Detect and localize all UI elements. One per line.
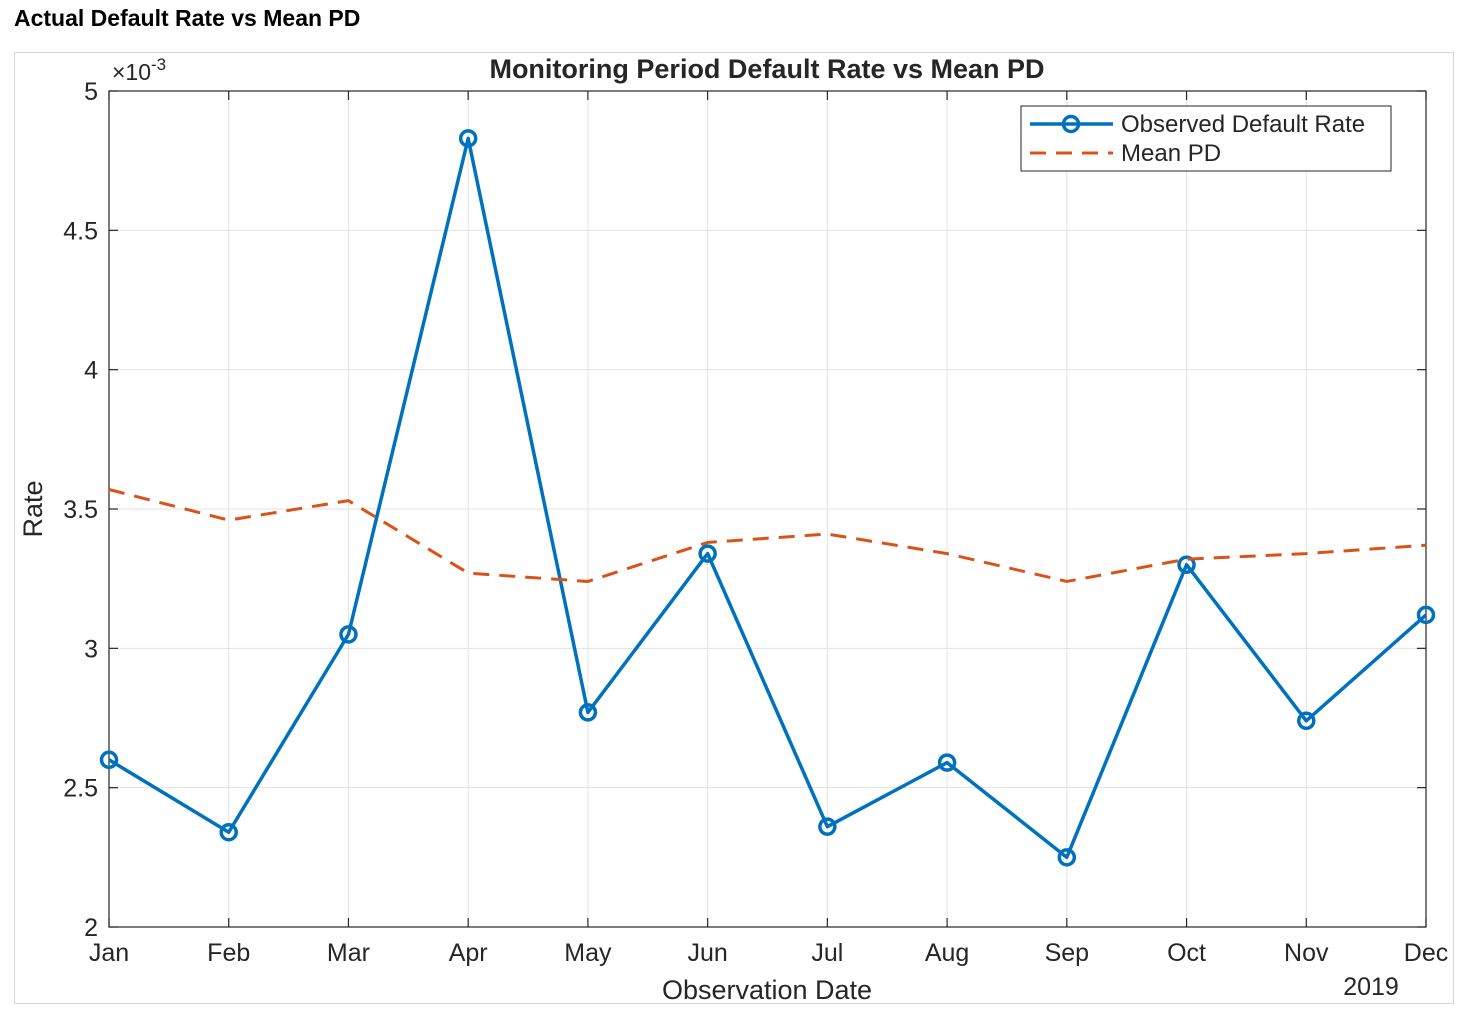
data-point-observed-default-rate [698,544,717,563]
chart-title: Monitoring Period Default Rate vs Mean P… [489,54,1044,84]
data-point-observed-default-rate [458,129,478,148]
x-tick-label: Mar [327,939,370,967]
labels: Monitoring Period Default Rate vs Mean P… [18,54,1399,1005]
x-tick-label: Jun [687,939,727,967]
x-tick-label: Jul [811,939,843,967]
x-tick-label: Aug [925,939,969,967]
y-tick-label: 4.5 [63,217,98,245]
data-point-observed-default-rate [339,625,358,644]
y-axis-label: Rate [18,480,48,537]
x-tick-label: Apr [449,939,488,967]
y-tick-label: 4 [84,357,98,385]
legend-marker-observed-default-rate [1061,114,1081,134]
series-line-mean-pd [108,488,1427,583]
x-tick-label: Dec [1404,939,1448,967]
y-axis-exponent: ×10-3 [112,55,166,85]
x-axis-year-label: 2019 [1343,973,1399,1001]
data-point-observed-default-rate [219,823,238,842]
x-tick-label: Jan [89,939,129,967]
y-tick-label: 2.5 [63,775,98,803]
axes: Jan Feb Mar Apr May Jun Jul Aug Sep Oct Nov Dec 2 2.5… [63,78,1448,967]
x-axis-label: Observation Date [662,975,872,1005]
x-tick-label: Feb [207,939,250,967]
y-tick-label: 5 [84,78,98,106]
legend-label-mean-pd: Mean PD [1121,140,1221,167]
y-axis-exponent-base: ×10 [112,59,151,85]
y-tick-label: 3 [84,635,98,663]
data-point-observed-default-rate [937,753,957,772]
x-tick-label: May [564,939,612,967]
y-axis-exponent-power: -3 [151,55,166,74]
series-layer [99,129,1436,867]
grid [109,91,1426,927]
series-line-observed-default-rate [108,136,1428,860]
data-point-observed-default-rate [99,750,119,770]
data-point-observed-default-rate [1416,605,1436,625]
data-point-observed-default-rate [1177,555,1196,574]
legend-box [1020,105,1392,172]
legend-label-observed-default-rate: Observed Default Rate [1121,111,1365,138]
legend: Observed Default Rate Mean PD [1020,105,1392,172]
x-tick-label: Oct [1167,939,1206,967]
data-point-observed-default-rate [1297,711,1316,731]
data-point-observed-default-rate [818,817,837,836]
y-tick-label: 2 [84,914,98,942]
page-heading: Actual Default Rate vs Mean PD [14,5,361,31]
data-point-observed-default-rate [578,703,598,722]
y-tick-label: 3.5 [63,496,98,524]
x-tick-label: Sep [1045,939,1089,967]
x-tick-label: Nov [1284,939,1329,967]
data-point-observed-default-rate [1057,848,1077,867]
